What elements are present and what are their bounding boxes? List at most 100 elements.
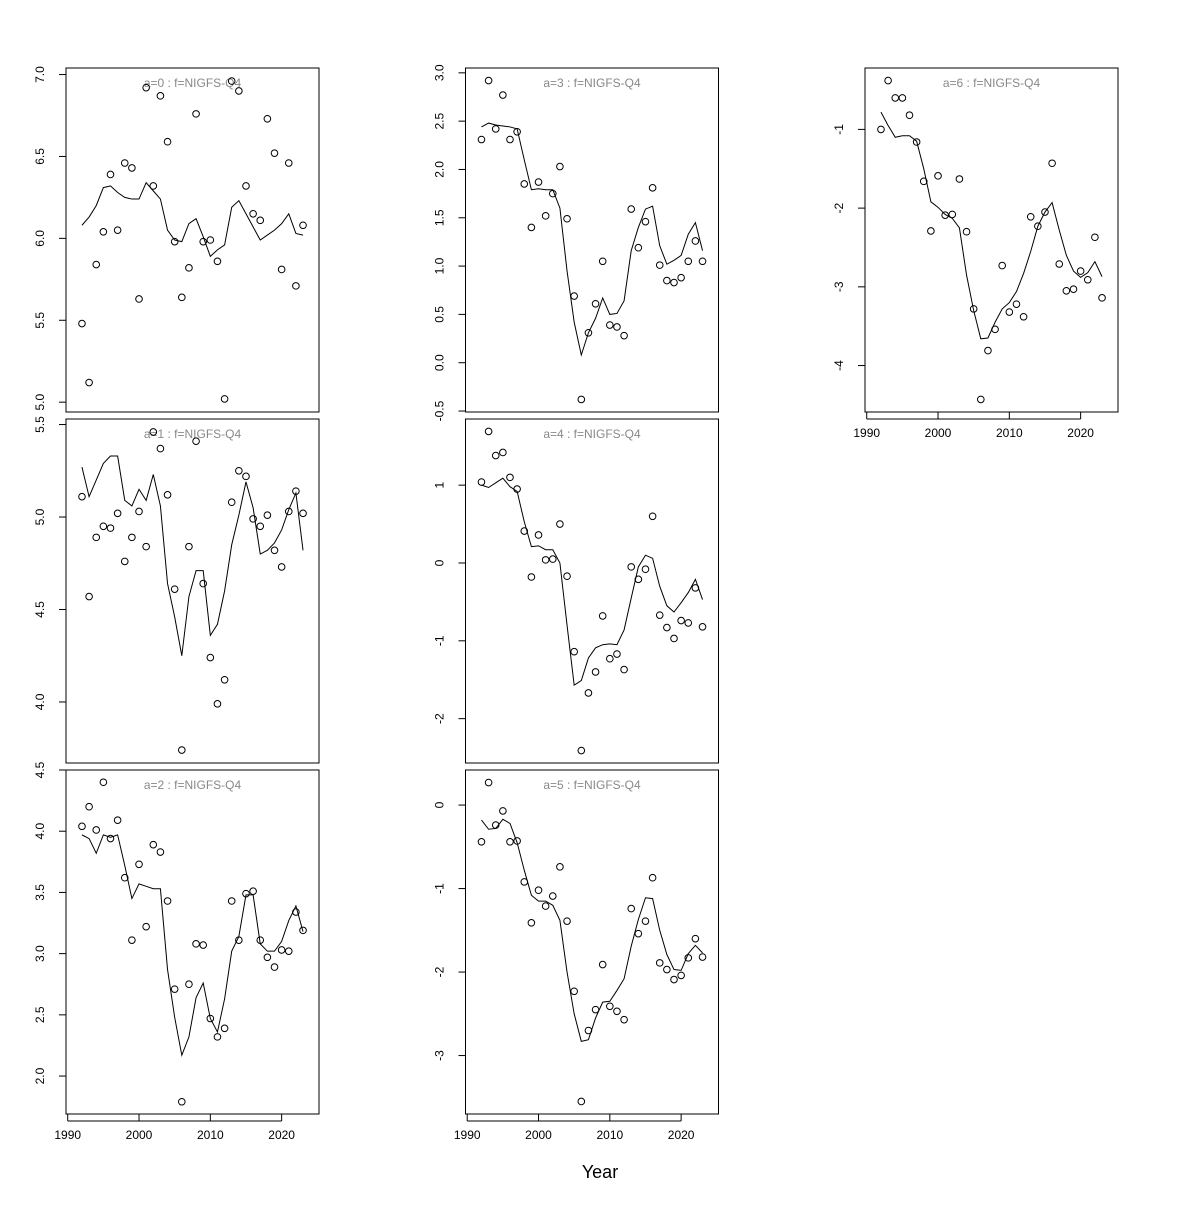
data-point bbox=[648, 184, 657, 192]
data-point bbox=[927, 227, 935, 235]
data-point bbox=[663, 623, 671, 632]
x-tick-label: 2020 bbox=[668, 1128, 695, 1142]
data-point bbox=[1069, 285, 1078, 293]
y-tick-label: 5.0 bbox=[33, 394, 47, 411]
y-tick-label: 6.0 bbox=[33, 230, 47, 247]
data-point bbox=[613, 1007, 621, 1016]
y-tick-label: 7.0 bbox=[33, 66, 47, 83]
data-point bbox=[135, 860, 143, 869]
data-point bbox=[506, 473, 514, 482]
data-point bbox=[691, 237, 700, 245]
plot-frame bbox=[65, 769, 320, 1115]
data-point bbox=[1019, 312, 1028, 321]
data-point bbox=[206, 236, 215, 244]
data-point bbox=[484, 76, 493, 85]
data-point bbox=[192, 110, 200, 118]
data-point bbox=[620, 331, 628, 340]
data-point bbox=[919, 177, 928, 186]
y-tick-label: -0.5 bbox=[433, 400, 447, 421]
data-point bbox=[235, 87, 243, 95]
data-point bbox=[277, 946, 286, 954]
data-point bbox=[541, 902, 550, 910]
y-tick-label: 3.0 bbox=[433, 64, 447, 81]
data-point bbox=[142, 922, 150, 931]
data-point bbox=[270, 546, 279, 555]
panel-title: a=6 : f=NIGFS-Q4 bbox=[943, 76, 1041, 90]
data-point bbox=[163, 491, 172, 499]
data-point bbox=[213, 1033, 222, 1041]
data-point bbox=[142, 542, 150, 551]
data-point bbox=[541, 212, 550, 220]
data-point bbox=[106, 524, 115, 532]
data-point bbox=[556, 863, 564, 871]
data-point bbox=[627, 205, 636, 213]
y-tick-label: 5.5 bbox=[33, 416, 47, 433]
data-point bbox=[85, 592, 93, 601]
data-point bbox=[477, 478, 486, 486]
plot-frame bbox=[65, 67, 320, 413]
data-point bbox=[556, 520, 564, 528]
data-point bbox=[185, 264, 193, 272]
data-point bbox=[220, 395, 229, 403]
data-point bbox=[634, 243, 643, 252]
data-point bbox=[884, 76, 892, 85]
data-point bbox=[178, 746, 186, 754]
x-tick-label: 1990 bbox=[454, 1128, 481, 1142]
data-point bbox=[962, 227, 971, 236]
fitted-line bbox=[81, 455, 304, 656]
x-tick-label: 1990 bbox=[54, 1128, 81, 1142]
y-tick-label: -4 bbox=[832, 360, 846, 371]
data-point bbox=[598, 257, 607, 266]
data-point bbox=[185, 542, 193, 551]
data-point bbox=[263, 114, 272, 123]
y-tick-label: 0 bbox=[433, 559, 447, 566]
fitted-line bbox=[481, 122, 704, 357]
data-point bbox=[99, 228, 108, 236]
x-tick-label: 2000 bbox=[126, 1128, 153, 1142]
panel-title: a=1 : f=NIGFS-Q4 bbox=[144, 427, 242, 441]
panel-title: a=0 : f=NIGFS-Q4 bbox=[144, 76, 242, 90]
data-point bbox=[163, 897, 172, 905]
x-tick-label: 2000 bbox=[525, 1128, 552, 1142]
plot-frame bbox=[864, 67, 1119, 413]
data-point bbox=[170, 585, 179, 593]
data-point bbox=[284, 947, 293, 955]
data-point bbox=[192, 437, 200, 445]
data-point bbox=[106, 834, 115, 843]
data-point bbox=[220, 675, 229, 684]
data-point bbox=[156, 92, 165, 100]
data-point bbox=[292, 282, 300, 290]
data-point bbox=[506, 135, 514, 144]
data-point bbox=[1005, 308, 1014, 316]
y-tick-label: 4.0 bbox=[33, 693, 47, 710]
data-point bbox=[613, 650, 621, 658]
data-point bbox=[520, 527, 529, 535]
data-point bbox=[598, 960, 607, 969]
data-point bbox=[249, 209, 257, 218]
fitted-line bbox=[880, 111, 1103, 340]
panel-title: a=3 : f=NIGFS-Q4 bbox=[543, 76, 641, 90]
data-point bbox=[655, 959, 664, 967]
data-point bbox=[263, 511, 272, 519]
data-point bbox=[484, 778, 493, 787]
data-point bbox=[249, 515, 257, 523]
data-point bbox=[698, 623, 707, 631]
y-tick-label: 3.5 bbox=[33, 884, 47, 901]
data-point bbox=[606, 321, 614, 329]
fitted-line bbox=[481, 477, 704, 687]
data-point bbox=[85, 378, 93, 387]
y-tick-label: 3.0 bbox=[33, 945, 47, 962]
data-point bbox=[1055, 260, 1064, 268]
data-point bbox=[92, 533, 101, 542]
data-point bbox=[78, 492, 86, 501]
data-point bbox=[1091, 233, 1099, 242]
y-tick-label: -3 bbox=[832, 281, 846, 292]
data-point bbox=[120, 557, 129, 566]
data-point bbox=[135, 507, 143, 516]
data-point bbox=[113, 816, 122, 824]
data-point bbox=[92, 826, 101, 834]
data-point bbox=[499, 91, 507, 99]
data-point bbox=[663, 965, 671, 974]
data-point bbox=[563, 214, 571, 223]
